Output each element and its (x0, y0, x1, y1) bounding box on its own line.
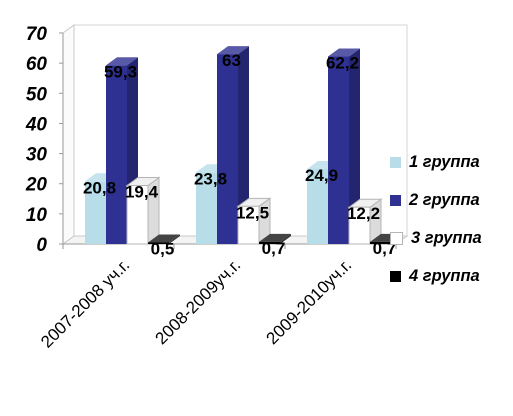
y-tick-label: 10 (26, 205, 48, 226)
legend-label: 2 группа (409, 190, 480, 209)
legend-swatch (390, 231, 403, 245)
legend-item: 1 группа (390, 143, 510, 181)
bar-side (169, 234, 180, 244)
data-label: 23,8 (194, 169, 227, 188)
legend-item: 3 группа (390, 219, 510, 257)
legend-label: 1 группа (409, 152, 480, 171)
bar (106, 65, 127, 244)
bar (126, 185, 149, 245)
bar (196, 172, 217, 244)
bar (85, 181, 106, 244)
bar (148, 242, 169, 244)
side-wall (62, 24, 75, 245)
y-tick-label: 30 (26, 145, 48, 166)
data-label: 20,8 (83, 178, 116, 197)
data-label: 12,5 (236, 203, 269, 222)
y-tick-label: 60 (26, 54, 48, 75)
legend-swatch (390, 194, 401, 206)
data-label: 12,2 (347, 204, 380, 223)
category-label: 2008-2009уч.г. (152, 255, 245, 348)
data-label: 0,7 (262, 239, 286, 258)
bar (237, 205, 260, 245)
y-tick-label: 50 (26, 84, 48, 105)
data-label: 59,3 (104, 62, 137, 81)
bar (259, 241, 280, 244)
legend-label: 4 группа (409, 266, 480, 285)
bar-side (238, 46, 249, 244)
legend-swatch (390, 156, 401, 168)
legend-swatch (390, 270, 401, 282)
y-tick-label: 0 (36, 235, 47, 256)
data-label: 19,4 (125, 183, 159, 202)
bar-top (328, 48, 360, 57)
bar (217, 54, 238, 244)
legend-item: 4 группа (390, 257, 510, 295)
legend-label: 3 группа (411, 228, 482, 247)
bar (348, 206, 371, 245)
bar-top (148, 234, 180, 243)
data-label: 63 (222, 51, 241, 70)
bar-top (106, 57, 138, 66)
bar-side (280, 233, 291, 244)
bar-side (349, 48, 360, 244)
bar (307, 168, 328, 244)
y-tick-label: 20 (25, 175, 48, 196)
y-tick-label: 40 (25, 114, 48, 135)
bar-top (259, 233, 291, 242)
legend-item: 2 группа (390, 181, 510, 219)
category-label: 2007-2008 уч.г. (37, 255, 133, 351)
legend: 1 группа 2 группа 3 группа 4 группа (390, 143, 510, 295)
bar-top (217, 46, 249, 55)
data-label: 0,5 (151, 239, 175, 258)
y-tick-label: 70 (26, 24, 48, 45)
data-label: 62,2 (326, 54, 359, 73)
data-label: 24,9 (305, 166, 338, 185)
bar (370, 241, 391, 244)
bar (328, 56, 349, 244)
category-label: 2009-2010уч.г. (263, 255, 356, 348)
